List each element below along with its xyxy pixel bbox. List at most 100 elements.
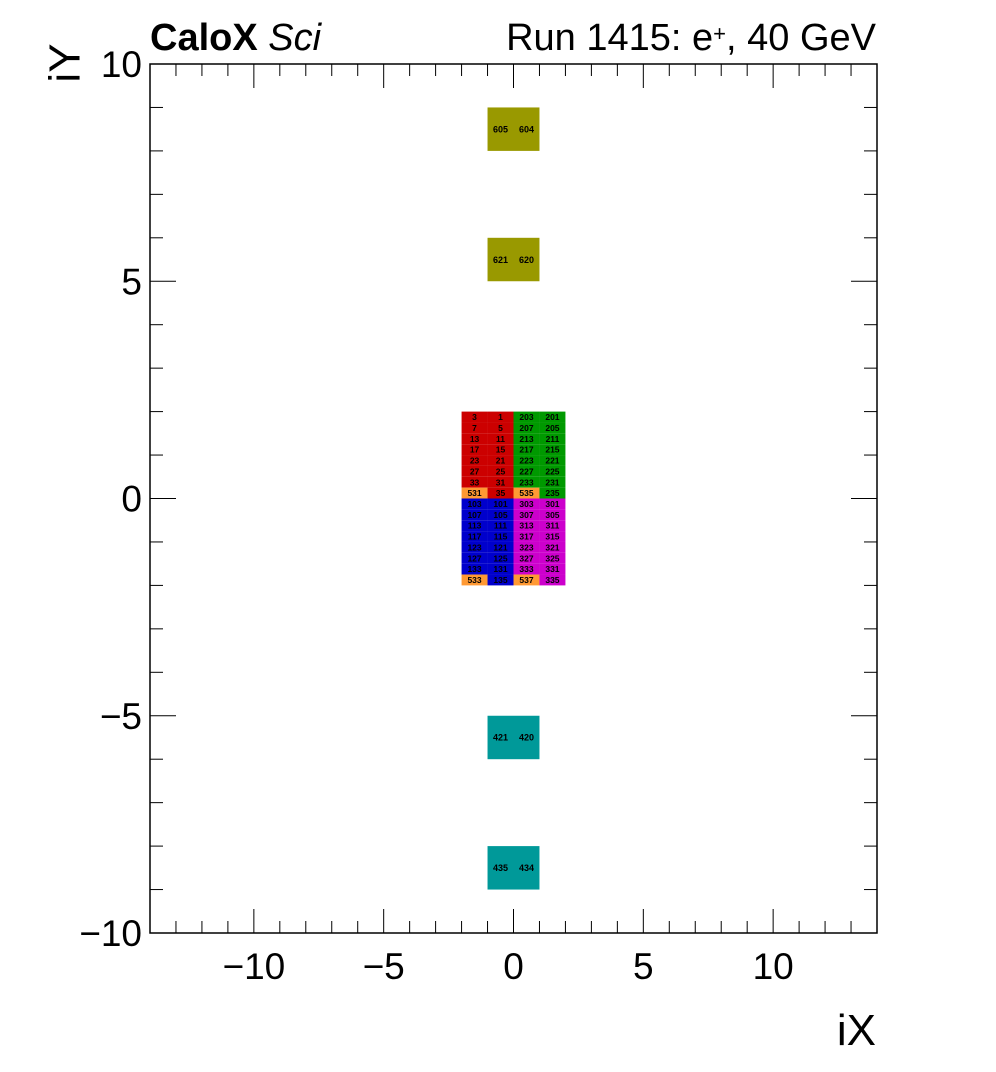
- cell-315: [539, 531, 566, 542]
- cell-604: [513, 107, 540, 151]
- cell-label-307: 307: [519, 510, 533, 520]
- cell-label-327: 327: [519, 553, 533, 563]
- cell-621: [487, 237, 514, 282]
- cell-label-205: 205: [545, 423, 559, 433]
- cell-225: [539, 465, 566, 477]
- cell-327: [513, 552, 540, 564]
- cell-311: [539, 520, 566, 532]
- cell-15: [487, 444, 514, 456]
- cell-620: [513, 237, 540, 282]
- cell-233: [513, 476, 540, 488]
- cell-label-111: 111: [494, 521, 508, 531]
- cell-label-421: 421: [493, 733, 508, 743]
- cell-305: [539, 509, 566, 521]
- cell-label-131: 131: [493, 564, 507, 574]
- cell-label-313: 313: [519, 521, 533, 531]
- cell-111: [487, 520, 514, 532]
- cell-label-317: 317: [519, 532, 533, 542]
- cell-101: [487, 498, 514, 510]
- cell-7: [461, 422, 488, 434]
- cell-label-207: 207: [519, 423, 533, 433]
- cell-label-323: 323: [519, 542, 533, 552]
- cell-135: [487, 574, 514, 586]
- cell-223: [513, 455, 540, 466]
- cell-label-420: 420: [519, 733, 534, 743]
- cell-label-101: 101: [493, 499, 507, 509]
- cell-3: [461, 411, 488, 423]
- cell-label-203: 203: [519, 412, 533, 422]
- cell-label-301: 301: [545, 499, 559, 509]
- cell-323: [513, 541, 540, 553]
- cell-label-123: 123: [467, 542, 481, 552]
- cell-label-105: 105: [493, 510, 507, 520]
- cell-label-311: 311: [546, 521, 560, 531]
- cell-321: [539, 541, 566, 553]
- cell-label-5: 5: [498, 423, 503, 433]
- cell-label-331: 331: [545, 564, 559, 574]
- cell-label-225: 225: [545, 466, 559, 476]
- cell-303: [513, 498, 540, 510]
- cell-121: [487, 541, 514, 553]
- cell-25: [487, 465, 514, 477]
- cell-227: [513, 465, 540, 477]
- cell-1: [487, 411, 514, 423]
- cell-label-31: 31: [496, 477, 506, 487]
- cell-label-15: 15: [496, 445, 506, 455]
- cell-label-27: 27: [470, 466, 480, 476]
- cell-317: [513, 531, 540, 542]
- cell-label-215: 215: [545, 445, 559, 455]
- cell-133: [461, 563, 488, 575]
- cell-label-115: 115: [494, 532, 508, 542]
- run-suffix: , 40 GeV: [726, 17, 876, 59]
- cell-label-201: 201: [545, 412, 559, 422]
- cell-434: [513, 846, 540, 890]
- y-axis-title: iY: [40, 43, 90, 83]
- plot-frame: [149, 63, 878, 934]
- run-prefix: Run 1415: e: [506, 17, 714, 59]
- cell-label-33: 33: [470, 477, 480, 487]
- cell-label-103: 103: [467, 499, 481, 509]
- cell-label-435: 435: [493, 863, 508, 873]
- y-tick-label: 10: [101, 44, 142, 85]
- cell-217: [513, 444, 540, 456]
- cell-label-107: 107: [467, 510, 481, 520]
- cell-31: [487, 476, 514, 488]
- cell-17: [461, 444, 488, 456]
- cell-label-35: 35: [496, 488, 506, 498]
- cell-113: [461, 520, 488, 532]
- cell-label-533: 533: [467, 575, 481, 585]
- cell-23: [461, 455, 488, 466]
- x-tick-label: −5: [363, 946, 405, 987]
- cell-5: [487, 422, 514, 434]
- cell-115: [487, 531, 514, 542]
- cell-label-117: 117: [468, 532, 482, 542]
- x-axis-title: iX: [836, 1006, 876, 1055]
- cell-213: [513, 433, 540, 445]
- cell-label-227: 227: [519, 466, 533, 476]
- cell-label-321: 321: [545, 542, 559, 552]
- cell-123: [461, 541, 488, 553]
- cell-535: [513, 487, 540, 499]
- cell-label-221: 221: [545, 456, 559, 466]
- cell-605: [487, 107, 514, 151]
- cell-127: [461, 552, 488, 564]
- run-charge: +: [713, 21, 727, 46]
- cell-421: [487, 715, 514, 760]
- cell-label-333: 333: [519, 564, 533, 574]
- cell-331: [539, 563, 566, 575]
- cell-label-531: 531: [467, 488, 481, 498]
- cell-label-231: 231: [545, 477, 559, 487]
- cell-235: [539, 487, 566, 499]
- cell-231: [539, 476, 566, 488]
- cell-537: [513, 574, 540, 586]
- cell-131: [487, 563, 514, 575]
- cell-label-305: 305: [545, 510, 559, 520]
- cell-307: [513, 509, 540, 521]
- cell-221: [539, 455, 566, 466]
- brand-suffix: Sci: [268, 17, 322, 59]
- cell-label-537: 537: [519, 575, 533, 585]
- cell-label-620: 620: [519, 255, 534, 265]
- y-tick-label: −10: [79, 913, 142, 954]
- cell-117: [461, 531, 488, 542]
- run-info: Run 1415: e+, 40 GeV: [506, 14, 876, 62]
